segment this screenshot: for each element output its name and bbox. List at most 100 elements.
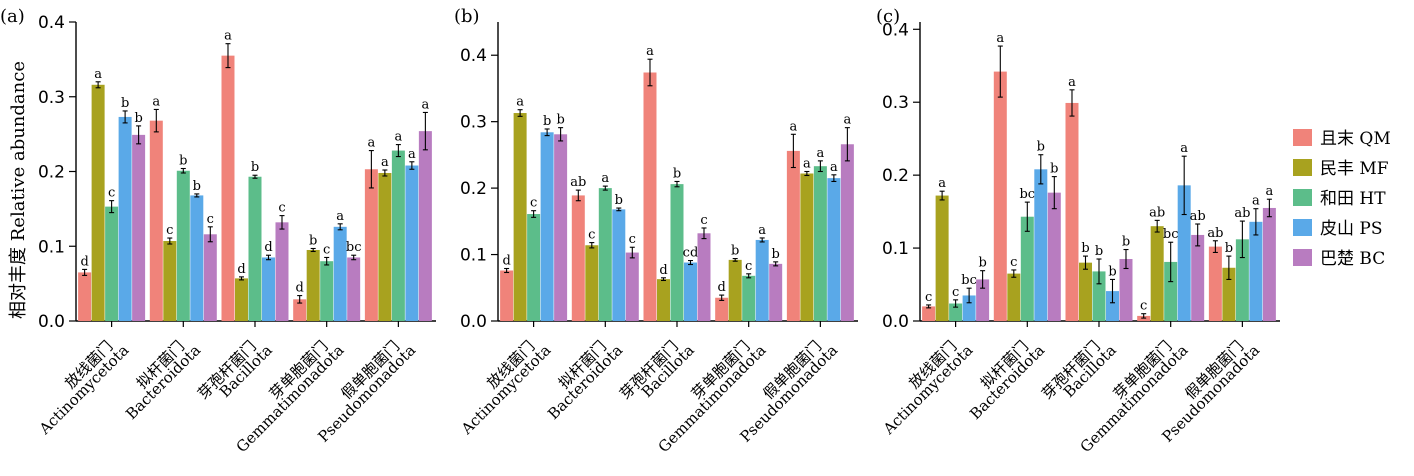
p1-bar-pseudomonadota-ps	[405, 165, 419, 321]
y-axis-label: 相对丰度 Relative abundance	[8, 61, 29, 319]
p3-bar-bacteroidota-ps	[1034, 169, 1048, 321]
p3-bar-bacillota-ht	[1092, 271, 1106, 321]
p1-bar-bacteroidota-ht	[176, 170, 190, 321]
p2-sig-letter-pseudomonadota-mf: a	[803, 157, 811, 172]
p3-sig-letter-gemmatimonadota-mf: ab	[1149, 205, 1165, 220]
p2-bar-gemmatimonadota-bc	[769, 263, 783, 321]
p3-bar-pseudomonadota-ps	[1249, 221, 1263, 321]
p2-sig-letter-pseudomonadota-bc: a	[843, 113, 851, 128]
p1-y-tick-label: 0.2	[38, 163, 65, 183]
p1-sig-letter-gemmatimonadota-mf: b	[309, 233, 317, 248]
legend-swatch-ht	[1293, 189, 1312, 206]
p1-sig-letter-bacillota-bc: c	[278, 201, 285, 216]
p1-sig-letter-actinomycetota-mf: a	[94, 67, 102, 82]
p3-y-tick-label: 0.0	[882, 312, 909, 332]
p3-sig-letter-bacteroidota-qm: a	[996, 31, 1004, 46]
p1-bar-actinomycetota-qm	[78, 272, 92, 321]
p1-bar-actinomycetota-bc	[132, 134, 146, 321]
p2-bar-bacteroidota-ps	[612, 209, 626, 321]
p1-sig-letter-gemmatimonadota-ps: a	[336, 209, 344, 224]
p1-sig-letter-bacillota-ps: d	[264, 240, 272, 255]
p2-bar-actinomycetota-ht	[527, 214, 541, 321]
p2-bar-bacteroidota-bc	[625, 252, 639, 321]
p1-bar-gemmatimonadota-ht	[320, 261, 334, 321]
p3-bar-actinomycetota-qm	[922, 306, 936, 321]
p2-bar-bacillota-qm	[643, 72, 657, 322]
p3-bar-actinomycetota-ps	[962, 295, 976, 321]
legend-label-ps: 皮山 PS	[1320, 219, 1383, 239]
p3-sig-letter-pseudomonadota-ps: a	[1252, 194, 1260, 209]
p2-bar-bacteroidota-qm	[571, 195, 585, 321]
p1-sig-letter-actinomycetota-ps: b	[121, 96, 129, 111]
p2-bar-gemmatimonadota-mf	[728, 259, 742, 321]
p2-sig-letter-bacteroidota-ht: a	[601, 171, 609, 186]
p3-sig-letter-bacteroidota-ht: bc	[1019, 187, 1035, 202]
p2-bar-bacillota-bc	[697, 233, 711, 321]
p3-sig-letter-bacillota-ht: b	[1095, 244, 1103, 259]
p2-sig-letter-bacteroidota-bc: c	[629, 232, 636, 247]
p2-sig-letter-actinomycetota-mf: a	[516, 95, 524, 110]
panel-c-label: (c)	[876, 6, 900, 27]
p2-sig-letter-bacillota-ps: cd	[683, 246, 699, 261]
p2-sig-letter-pseudomonadota-qm: a	[789, 119, 797, 134]
p1-bar-pseudomonadota-bc	[418, 131, 432, 321]
p1-bar-gemmatimonadota-bc	[347, 257, 361, 321]
p3-sig-letter-bacillota-ps: b	[1108, 264, 1116, 279]
p2-bar-pseudomonadota-mf	[800, 173, 814, 321]
p1-bar-bacillota-qm	[221, 55, 235, 321]
p1-sig-letter-bacteroidota-mf: c	[166, 223, 173, 238]
p2-sig-letter-bacteroidota-ps: b	[615, 193, 623, 208]
p3-sig-letter-bacillota-bc: b	[1122, 235, 1130, 250]
p1-bar-actinomycetota-ht	[105, 206, 119, 321]
p2-y-tick-label: 0.0	[460, 312, 487, 332]
p2-bar-gemmatimonadota-qm	[715, 297, 729, 321]
p3-sig-letter-pseudomonadota-qm: ab	[1207, 226, 1223, 241]
p1-sig-letter-bacillota-ht: b	[251, 160, 259, 175]
p3-sig-letter-actinomycetota-ps: bc	[961, 273, 977, 288]
p2-bar-gemmatimonadota-ps	[755, 239, 769, 321]
p2-bar-bacteroidota-ht	[598, 188, 612, 321]
p1-sig-letter-actinomycetota-bc: b	[134, 111, 142, 126]
p2-sig-letter-bacillota-mf: d	[659, 263, 667, 278]
p3-sig-letter-actinomycetota-qm: c	[925, 290, 932, 305]
p3-bar-gemmatimonadota-ps	[1177, 185, 1191, 321]
p1-bar-pseudomonadota-qm	[364, 169, 378, 321]
p1-bar-bacteroidota-qm	[149, 120, 163, 321]
p3-sig-letter-bacteroidota-mf: c	[1010, 255, 1017, 270]
legend: 且末 QM 民丰 MF 和田 HT 皮山 PS 巴楚 BC	[1293, 129, 1391, 269]
p2-bar-bacillota-ps	[683, 262, 697, 321]
p1-y-tick-label: 0.3	[38, 88, 65, 108]
p3-bar-bacillota-ps	[1105, 291, 1119, 321]
p2-sig-letter-gemmatimonadota-mf: b	[731, 244, 739, 259]
legend-swatch-bc	[1293, 249, 1312, 266]
p1-y-tick-label: 0.4	[38, 13, 65, 33]
legend-swatch-ps	[1293, 219, 1312, 236]
p3-sig-letter-actinomycetota-ht: c	[952, 285, 959, 300]
p2-y-tick-label: 0.3	[460, 113, 487, 133]
p1-sig-letter-gemmatimonadota-ht: c	[323, 242, 330, 257]
p3-y-tick-label: 0.4	[882, 20, 909, 40]
p1-bar-bacillota-ps	[261, 257, 275, 321]
legend-label-mf: 民丰 MF	[1320, 159, 1389, 179]
p2-sig-letter-actinomycetota-ps: b	[543, 114, 551, 129]
legend-label-qm: 且末 QM	[1320, 129, 1391, 149]
p1-sig-letter-actinomycetota-ht: c	[108, 186, 115, 201]
p3-sig-letter-bacteroidota-bc: b	[1050, 162, 1058, 177]
p1-sig-letter-bacillota-mf: d	[237, 262, 245, 277]
p1-sig-letter-bacteroidota-bc: c	[207, 212, 214, 227]
p2-bar-actinomycetota-bc	[554, 134, 568, 321]
legend-label-ht: 和田 HT	[1320, 189, 1386, 209]
p3-sig-letter-gemmatimonadota-qm: c	[1140, 299, 1147, 314]
p2-y-tick-label: 0.4	[460, 46, 487, 66]
p3-sig-letter-bacteroidota-ps: b	[1037, 140, 1045, 155]
panel-b: (b) 0.00.10.20.30.4放线菌门Actinomycetotadac…	[454, 6, 858, 456]
p1-sig-letter-bacteroidota-qm: a	[152, 94, 160, 109]
p2-sig-letter-bacteroidota-mf: c	[588, 228, 595, 243]
p3-bar-bacteroidota-ht	[1020, 216, 1034, 321]
p3-bar-bacteroidota-mf	[1007, 273, 1021, 321]
legend-label-bc: 巴楚 BC	[1320, 249, 1385, 269]
p2-bar-pseudomonadota-ht	[813, 166, 827, 321]
p3-bar-bacillota-mf	[1078, 262, 1092, 321]
p2-bar-bacteroidota-mf	[585, 245, 599, 321]
